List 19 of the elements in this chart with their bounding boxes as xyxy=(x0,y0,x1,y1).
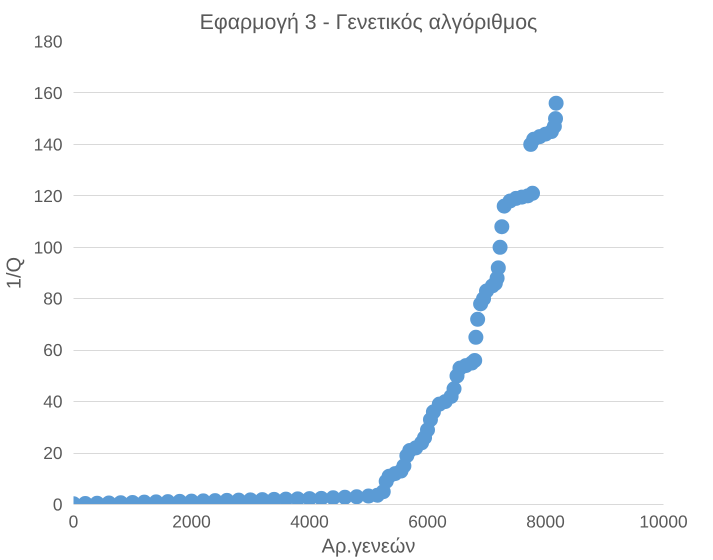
x-tick-label: 10000 xyxy=(639,512,688,532)
x-tick-label: 8000 xyxy=(526,512,565,532)
x-tick-label: 4000 xyxy=(290,512,329,532)
y-tick-label: 60 xyxy=(43,340,63,360)
y-tick-label: 100 xyxy=(34,237,63,258)
y-tick-label: 140 xyxy=(34,134,63,154)
x-axis-title: Αρ.γενεών xyxy=(322,536,416,558)
y-tick-label: 160 xyxy=(34,82,63,103)
y-axis-title: 1/Q xyxy=(4,256,26,290)
y-tick-label: 180 xyxy=(34,32,63,52)
y-tick-label: 0 xyxy=(52,494,63,514)
x-tick-label: 2000 xyxy=(172,512,211,532)
y-tick-label: 20 xyxy=(43,443,63,464)
chart-title: Εφαρμογή 3 - Γενετικός αλγόριθμος xyxy=(200,10,538,34)
x-tick-label: 6000 xyxy=(408,512,447,532)
y-tick-label: 120 xyxy=(34,186,63,206)
y-tick-label: 40 xyxy=(43,392,63,412)
x-tick-label: 0 xyxy=(68,512,78,532)
y-tick-label: 80 xyxy=(43,288,63,309)
